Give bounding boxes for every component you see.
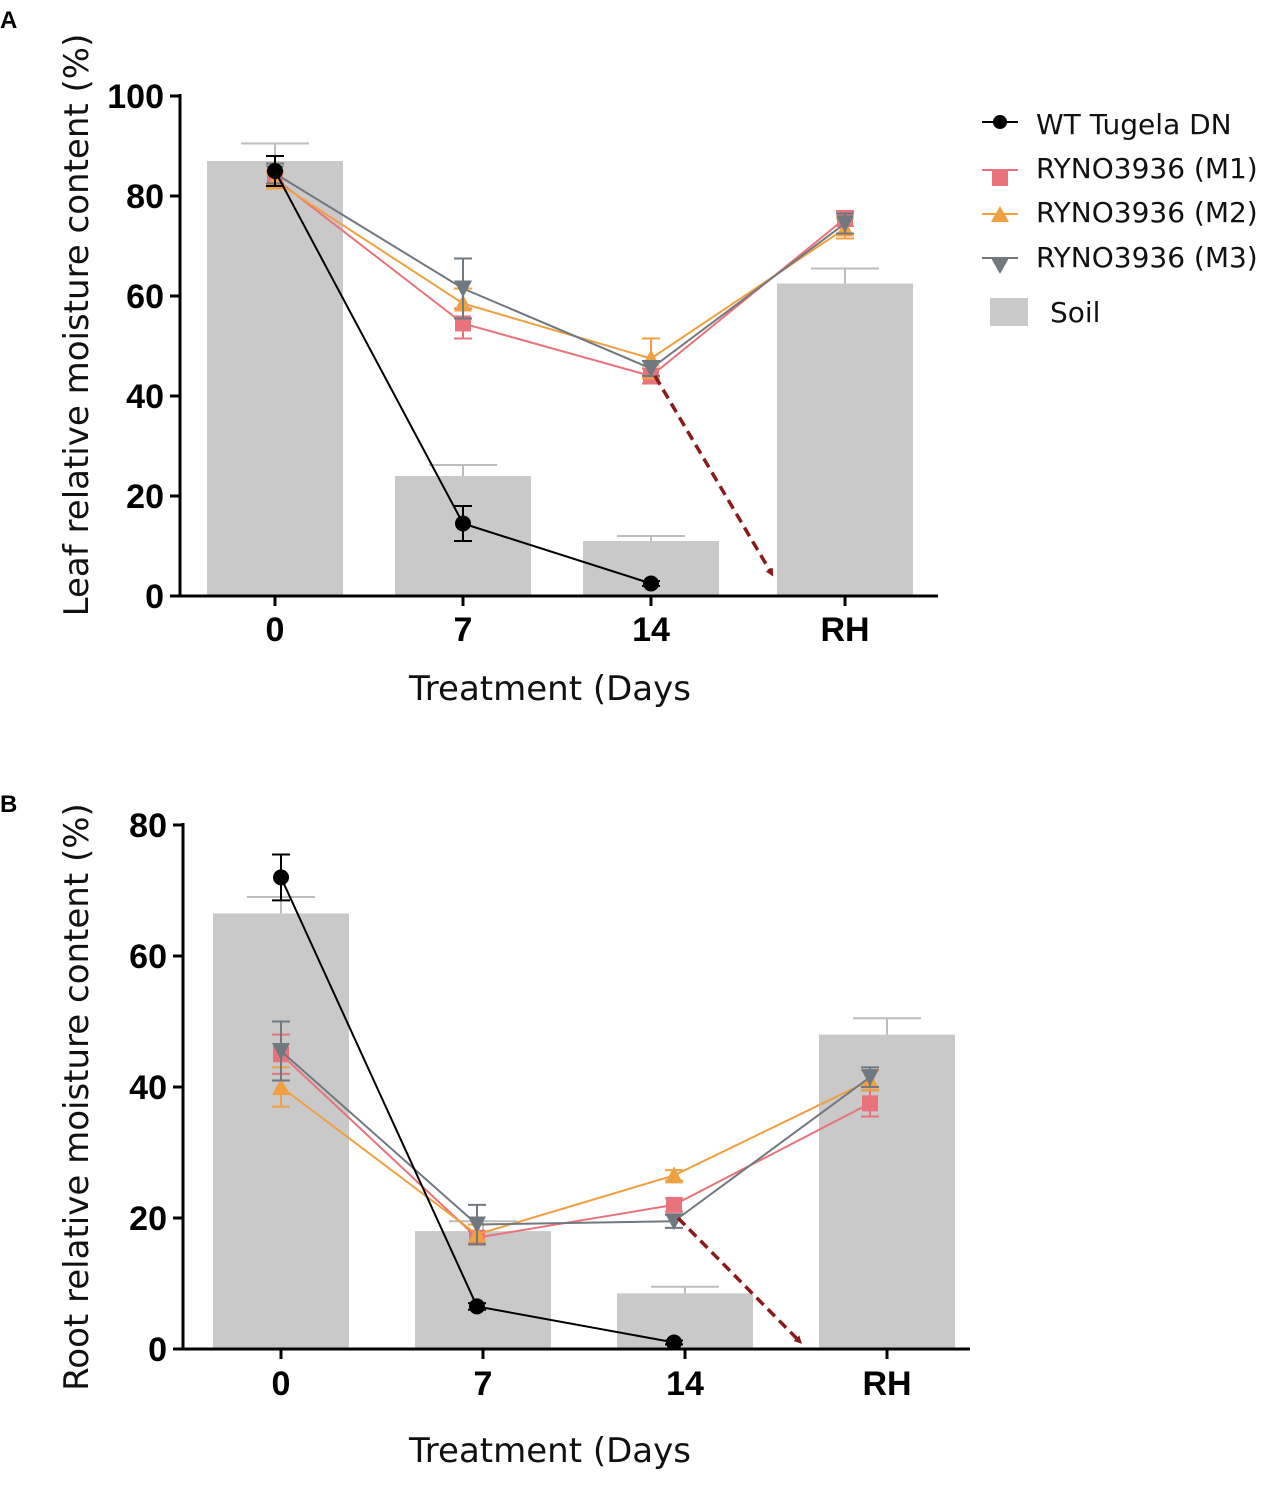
x-tick-label: 0 [272,1365,291,1403]
series-line-m3 [280,1050,871,1226]
y-tick-label: 20 [126,478,164,516]
series-line-m2 [280,1079,871,1236]
data-point-wt [643,575,659,592]
y-axis-title-a: Leaf relative moisture content (%) [57,34,97,617]
legend-label-soil: Soil [1050,296,1100,329]
data-point-m3 [272,1042,290,1060]
data-point-m1 [666,1196,682,1213]
legend-entry-wt: WT Tugela DN [982,108,1232,141]
soil-bar [415,1231,551,1349]
y-tick-label: 40 [126,378,164,416]
panel-a: A 0 20 40 60 80 100 0 7 14 RH Leaf relative moist… [0,7,938,709]
legend-label-wt: WT Tugela DN [1036,108,1232,141]
panel-letter-b: B [0,791,17,818]
legend-entry-m2: RYNO3936 (M2) [982,196,1258,229]
soil-bar [777,283,913,596]
data-point-m3 [468,1216,486,1234]
x-tick-label: RH [820,611,869,649]
plot-a: 0 20 40 60 80 100 0 7 14 RH [107,78,938,649]
data-point-wt [666,1334,682,1351]
y-tick-label: 40 [129,1069,167,1107]
panel-letter-a: A [0,7,17,34]
legend-entry-m3: RYNO3936 (M3) [982,241,1258,274]
data-point-wt [267,163,283,179]
series-m3 [272,1020,879,1246]
data-point-m3 [836,215,854,233]
data-point-m1 [862,1095,878,1112]
series-wt [272,853,683,1351]
series-m2 [266,172,854,380]
legend-entry-soil: Soil [990,296,1100,329]
data-point-wt [273,869,289,886]
x-tick-label: 7 [454,611,473,649]
x-axis-title-b: Treatment (Days [408,1431,691,1471]
data-point-m3 [861,1069,879,1087]
dashed-arrow [653,375,774,577]
axes: 0 20 40 60 80 0 7 14 RH [129,807,970,1403]
dashed-arrow [676,1216,803,1344]
y-axis-title-b: Root relative moisture content (%) [57,803,97,1391]
x-tick-label: 14 [632,611,670,649]
data-point-m3 [642,360,660,378]
series-line-m3 [274,172,846,370]
soil-bar [207,161,343,596]
series-line-m1 [280,1053,871,1239]
legend-label-m1: RYNO3936 (M1) [1036,152,1258,185]
series-wt [266,155,660,592]
soil-bars [213,896,955,1349]
x-tick-label: 7 [474,1365,493,1403]
data-point-m2 [272,1078,290,1095]
y-tick-label: 80 [126,178,164,216]
legend-entry-m1: RYNO3936 (M1) [982,152,1258,186]
soil-bars [207,142,913,596]
legend-label-m3: RYNO3936 (M3) [1036,241,1258,274]
series-m1 [272,1033,879,1246]
x-tick-label: 14 [666,1365,704,1403]
soil-bar [213,913,349,1349]
data-point-m3 [454,280,472,298]
data-point-wt [469,1298,485,1315]
y-tick-label: 100 [107,78,164,116]
y-tick-label: 80 [129,807,167,845]
x-axis-title-a: Treatment (Days [408,669,691,709]
series-m1 [266,170,854,385]
axes: 0 20 40 60 80 100 0 7 14 RH [107,78,938,649]
x-tick-label: RH [862,1365,911,1403]
series-m2 [272,1066,879,1246]
series-line-m2 [274,180,846,360]
soil-bar [617,1293,753,1349]
series-line-m1 [274,177,846,378]
y-tick-label: 60 [129,938,167,976]
legend: WT Tugela DN RYNO3936 (M1) RYNO3936 (M2)… [982,108,1258,329]
y-tick-label: 0 [145,578,164,616]
legend-label-m2: RYNO3936 (M2) [1036,196,1258,229]
panel-b: B 0 20 40 60 80 0 7 14 RH Root relative moisture… [0,791,970,1471]
series-m3 [266,162,854,378]
x-tick-label: 0 [266,611,285,649]
data-point-wt [455,515,471,532]
y-tick-label: 20 [129,1200,167,1238]
data-point-m2 [665,1166,683,1184]
y-tick-label: 60 [126,278,164,316]
soil-bar [819,1034,955,1349]
y-tick-label: 0 [148,1331,167,1369]
plot-b: 0 20 40 60 80 0 7 14 RH [129,807,970,1403]
